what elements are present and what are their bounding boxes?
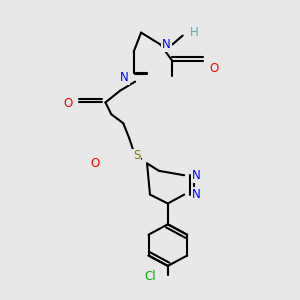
Text: H: H <box>190 26 199 39</box>
Text: N: N <box>192 188 200 201</box>
Text: N: N <box>162 38 171 51</box>
Text: O: O <box>209 62 219 75</box>
Text: O: O <box>90 157 100 170</box>
Text: O: O <box>64 98 73 110</box>
Text: N: N <box>192 169 200 182</box>
Text: N: N <box>120 71 129 84</box>
Text: S: S <box>133 149 140 162</box>
Text: Cl: Cl <box>144 270 156 283</box>
